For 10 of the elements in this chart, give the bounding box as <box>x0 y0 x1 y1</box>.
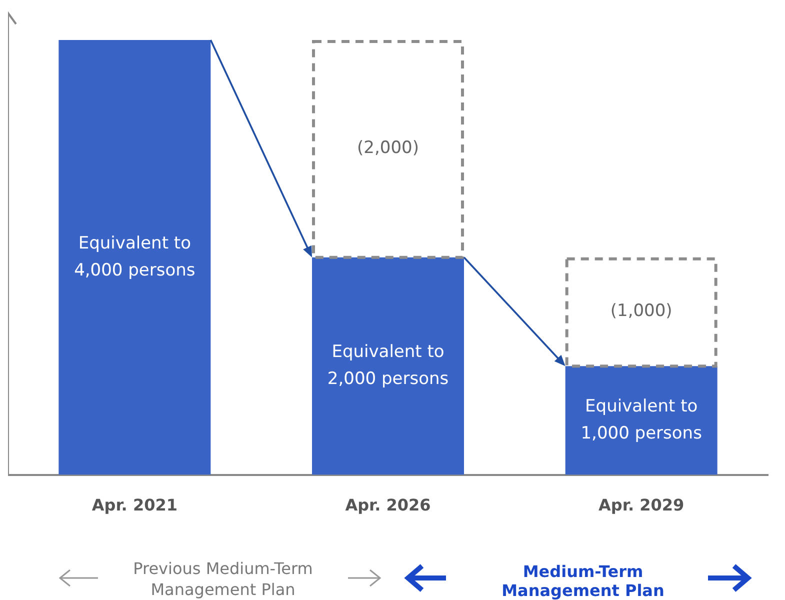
data-label: (2,000) <box>357 138 419 158</box>
x-tick-label: Apr. 2021 <box>92 496 178 515</box>
text: Previous Medium-Term Management Plan <box>98 558 348 600</box>
data-label: Equivalent to 1,000 persons <box>580 396 702 444</box>
data-label: Equivalent to 2,000 persons <box>327 342 449 390</box>
x-tick-label: Apr. 2026 <box>345 496 431 515</box>
data-label: (1,000) <box>610 301 672 322</box>
text: Medium-Term Management Plan <box>500 562 666 600</box>
data-label: Equivalent to 4,000 persons <box>74 233 196 280</box>
x-tick-label: Apr. 2029 <box>598 496 684 515</box>
